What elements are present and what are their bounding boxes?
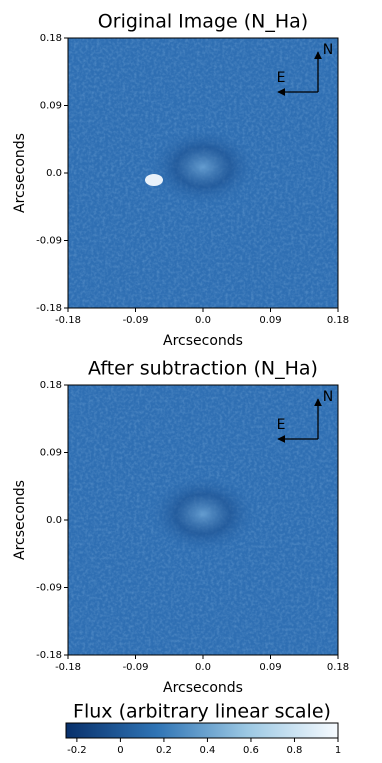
y-tick-label: 0.18 [40, 380, 62, 391]
colorbar-tick-label: 1 [335, 745, 341, 756]
colorbar-tick-label: 0.2 [156, 745, 172, 756]
y-tick-label: 0.18 [40, 33, 62, 44]
north-label: N [323, 389, 333, 405]
east-label: E [277, 70, 286, 86]
x-tick-label: -0.09 [123, 662, 149, 673]
north-label: N [323, 42, 333, 58]
image-core [148, 474, 258, 554]
image-core [148, 127, 258, 207]
x-tick-label: -0.09 [123, 315, 149, 326]
x-axis-label: Arcseconds [163, 680, 243, 696]
y-tick-label: 0.0 [46, 168, 62, 179]
x-tick-label: -0.18 [55, 662, 81, 673]
x-tick-label: 0.18 [327, 315, 349, 326]
colorbar-title: Flux (arbitrary linear scale) [73, 701, 331, 723]
x-tick-label: 0.0 [195, 315, 211, 326]
x-tick-label: -0.18 [55, 315, 81, 326]
colorbar-tick-label: 0 [117, 745, 123, 756]
y-tick-label: 0.09 [40, 101, 62, 112]
east-label: E [277, 417, 286, 433]
bright-spot [145, 174, 163, 186]
y-tick-label: -0.18 [36, 650, 62, 661]
x-tick-label: 0.09 [259, 315, 281, 326]
x-tick-label: 0.18 [327, 662, 349, 673]
x-tick-label: 0.0 [195, 662, 211, 673]
y-tick-label: -0.09 [36, 236, 62, 247]
y-axis-label: Arcseconds [12, 480, 28, 560]
x-axis-label: Arcseconds [163, 333, 243, 349]
colorbar-tick-label: 0.4 [199, 745, 215, 756]
panel-title: Original Image (N_Ha) [98, 11, 308, 33]
x-tick-label: 0.09 [259, 662, 281, 673]
colorbar-tick-label: 0.8 [287, 745, 303, 756]
colorbar-tick-label: -0.2 [67, 745, 87, 756]
y-tick-label: 0.09 [40, 448, 62, 459]
colorbar [65, 722, 339, 739]
y-tick-label: -0.18 [36, 303, 62, 314]
panel-title: After subtraction (N_Ha) [88, 358, 318, 380]
y-tick-label: 0.0 [46, 515, 62, 526]
y-axis-label: Arcseconds [12, 133, 28, 213]
y-tick-label: -0.09 [36, 583, 62, 594]
colorbar-tick-label: 0.6 [243, 745, 259, 756]
